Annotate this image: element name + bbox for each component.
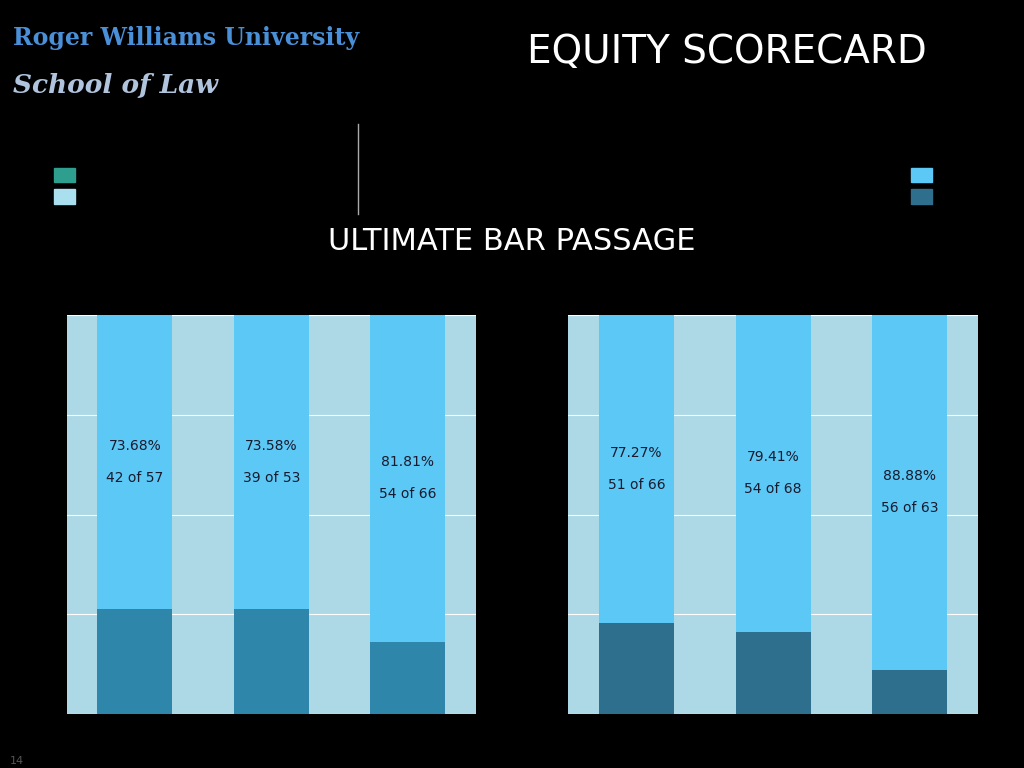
Bar [735,632,811,714]
Text: Roger Williams University: Roger Williams University [13,26,359,50]
Bar [233,315,309,609]
Text: 79.41%: 79.41% [746,451,800,465]
Text: 73.68%: 73.68% [109,439,161,453]
X-axis label: Male: Male [249,739,294,756]
Bar [233,609,309,714]
Bar [872,315,947,670]
Text: 73.58%: 73.58% [245,439,298,453]
Bar [599,315,674,624]
X-axis label: Female: Female [739,739,807,756]
Bar [97,315,172,609]
Legend: = Pass, = Fail: = Pass, = Fail [906,162,995,210]
Text: EQUITY SCORECARD: EQUITY SCORECARD [527,33,927,71]
Text: 39 of 53: 39 of 53 [243,471,300,485]
Text: Measuring the first-time bar passage rate of all students with breakdowns
by rac: Measuring the first-time bar passage rat… [379,124,818,194]
Text: 81.81%: 81.81% [381,455,434,469]
Text: BAR PASSAGE AND
EMPLOYMENT
OUTCOMES: BAR PASSAGE AND EMPLOYMENT OUTCOMES [41,131,196,190]
Bar [371,315,445,641]
Text: 88.88%: 88.88% [883,469,936,483]
Text: 77.27%: 77.27% [610,446,663,460]
Text: ULTIMATE BAR PASSAGE: ULTIMATE BAR PASSAGE [329,227,695,256]
Text: 14: 14 [10,756,25,766]
Bar [872,670,947,714]
Bar [599,624,674,714]
Bar [371,641,445,714]
Text: 56 of 63: 56 of 63 [881,502,938,515]
Bar [735,315,811,632]
Text: 54 of 68: 54 of 68 [744,482,802,496]
Text: 51 of 66: 51 of 66 [608,478,666,492]
Bar [97,609,172,714]
Text: 42 of 57: 42 of 57 [106,471,164,485]
Text: School of Law: School of Law [13,73,218,98]
Text: 54 of 66: 54 of 66 [379,487,436,502]
Legend: = Pass, = Fail: = Pass, = Fail [49,162,138,210]
